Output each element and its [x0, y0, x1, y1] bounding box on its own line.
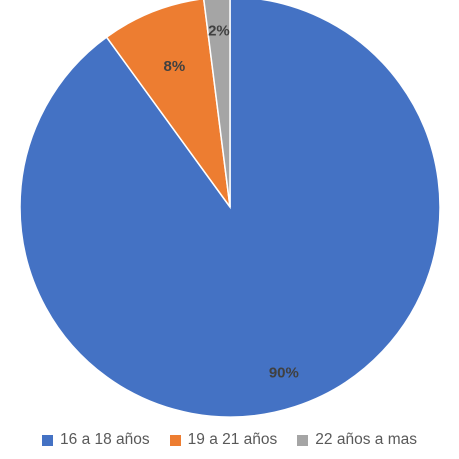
- legend-swatch-1: [169, 434, 181, 446]
- legend-item-2: 22 años a mas: [297, 431, 417, 449]
- legend-item-1: 19 a 21 años: [169, 431, 278, 449]
- legend-swatch-2: [297, 434, 309, 446]
- legend-swatch-0: [42, 434, 54, 446]
- pie-slice-2: [203, 0, 231, 208]
- pie-slice-0: [19, 0, 441, 418]
- legend-label-2: 22 años a mas: [315, 431, 417, 448]
- pie-slices: [19, 0, 441, 418]
- chart-legend: 16 a 18 años 19 a 21 años 22 años a mas: [0, 428, 459, 452]
- legend-label-1: 19 a 21 años: [187, 431, 278, 448]
- legend-item-0: 16 a 18 años: [42, 431, 150, 449]
- data-label-1: 8%: [163, 58, 185, 75]
- pie-slice-1: [105, 0, 231, 208]
- data-label-2: 2%: [208, 22, 230, 39]
- data-label-0: 90%: [269, 364, 299, 381]
- pie-data-labels: 90% 8% 2%: [163, 22, 298, 381]
- legend-label-0: 16 a 18 años: [60, 431, 150, 448]
